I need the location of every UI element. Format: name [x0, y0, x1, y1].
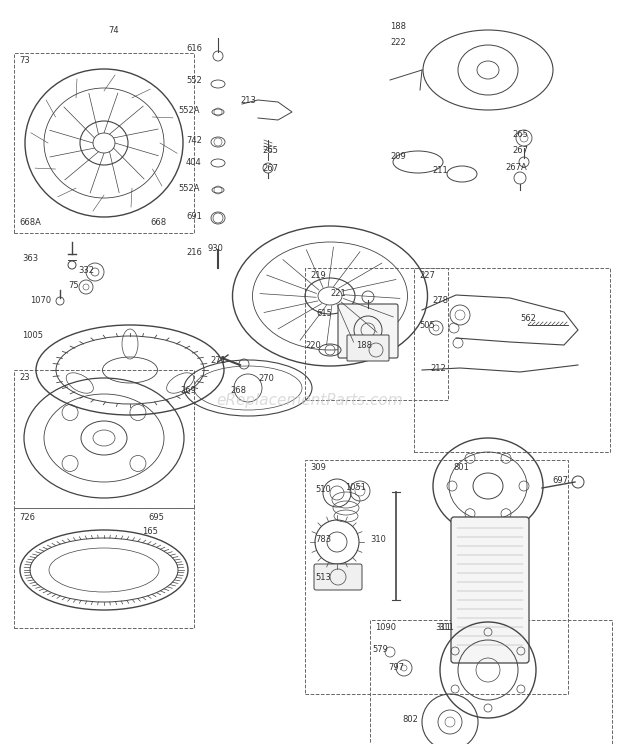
- Text: 1051: 1051: [345, 483, 366, 492]
- Bar: [14, 370, 194, 508]
- Text: 552A: 552A: [178, 106, 200, 115]
- FancyBboxPatch shape: [451, 517, 529, 663]
- Text: 783: 783: [315, 536, 331, 545]
- Text: 742: 742: [186, 135, 202, 144]
- Text: 691: 691: [186, 211, 202, 220]
- Text: 74: 74: [108, 25, 118, 34]
- Text: 268: 268: [230, 385, 246, 394]
- Bar: [14, 508, 194, 628]
- Text: 221: 221: [330, 289, 346, 298]
- Text: 278: 278: [432, 295, 448, 304]
- Text: 23: 23: [19, 373, 30, 382]
- Text: 930: 930: [208, 243, 224, 252]
- Text: eReplacementParts.com: eReplacementParts.com: [216, 393, 404, 408]
- Text: 271: 271: [210, 356, 226, 365]
- Text: 668A: 668A: [19, 217, 41, 226]
- Bar: [305, 268, 448, 400]
- Text: 212: 212: [430, 364, 446, 373]
- Text: 697: 697: [552, 475, 568, 484]
- Text: 211: 211: [432, 165, 448, 175]
- Text: 616: 616: [186, 43, 202, 53]
- Text: 73: 73: [19, 56, 30, 65]
- Text: 311: 311: [435, 623, 451, 632]
- Text: 1070: 1070: [30, 295, 51, 304]
- Text: 267: 267: [512, 146, 528, 155]
- Text: 695: 695: [148, 513, 164, 522]
- Text: 552A: 552A: [178, 184, 200, 193]
- Text: 188: 188: [390, 22, 406, 31]
- FancyBboxPatch shape: [314, 564, 362, 590]
- Text: 562: 562: [520, 313, 536, 322]
- Text: 615: 615: [316, 309, 332, 318]
- Text: 213: 213: [240, 95, 256, 104]
- Text: 404: 404: [186, 158, 202, 167]
- Text: 513: 513: [315, 574, 331, 583]
- Text: 270: 270: [258, 373, 274, 382]
- Text: 552: 552: [186, 75, 202, 85]
- Text: 332: 332: [78, 266, 94, 275]
- Text: 219: 219: [310, 271, 326, 280]
- Bar: [414, 268, 610, 452]
- Text: 165: 165: [142, 527, 158, 536]
- Text: 311: 311: [438, 623, 454, 632]
- Text: 188: 188: [356, 341, 372, 350]
- FancyBboxPatch shape: [347, 335, 389, 361]
- Text: 222: 222: [390, 37, 405, 47]
- Text: 216: 216: [186, 248, 202, 257]
- Text: 726: 726: [19, 513, 35, 522]
- Text: 209: 209: [390, 152, 405, 161]
- Text: 269: 269: [180, 385, 196, 394]
- Text: 797: 797: [388, 664, 404, 673]
- Text: 1090: 1090: [375, 623, 396, 632]
- Text: 579: 579: [372, 646, 388, 655]
- Bar: [370, 620, 612, 744]
- Text: 220: 220: [305, 341, 321, 350]
- Text: 75: 75: [68, 280, 79, 289]
- FancyBboxPatch shape: [338, 304, 398, 358]
- Text: 265: 265: [262, 146, 278, 155]
- Text: 310: 310: [370, 536, 386, 545]
- Bar: [305, 460, 568, 694]
- Text: 801: 801: [453, 463, 469, 472]
- Text: 510: 510: [315, 484, 330, 493]
- Text: 309: 309: [310, 463, 326, 472]
- Text: 668: 668: [150, 217, 166, 226]
- Text: 505: 505: [419, 321, 435, 330]
- Text: 363: 363: [22, 254, 38, 263]
- Text: 267A: 267A: [505, 162, 527, 172]
- Text: 227: 227: [419, 271, 435, 280]
- Bar: [14, 53, 194, 233]
- Text: 267: 267: [262, 164, 278, 173]
- Text: 1005: 1005: [22, 330, 43, 339]
- Text: 802: 802: [402, 716, 418, 725]
- Text: 265: 265: [512, 129, 528, 138]
